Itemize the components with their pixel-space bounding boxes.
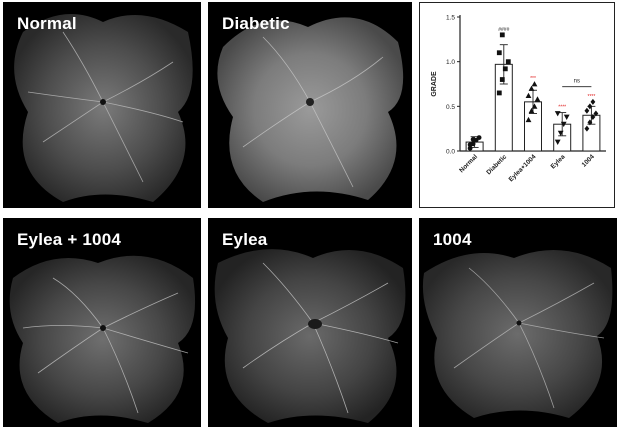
y-tick-label: 0.5 [446,104,455,111]
panel-eylea-1004: Eylea + 1004 [3,218,201,427]
retina-flatmount-image [217,17,404,203]
significance-label: **** [558,105,566,111]
data-point [525,92,532,99]
category-label: 1004 [581,153,596,168]
panel-label: Eylea [222,230,268,249]
y-axis-label: GRADE [431,71,438,97]
category-label: Eylea [550,153,567,170]
panel-normal: Normal [3,2,201,208]
data-point [534,96,541,102]
panel-label: 1004 [433,230,472,249]
panel-eylea: Eylea [208,218,412,427]
comparison-label: ns [574,79,580,85]
data-point [467,142,473,148]
y-tick-label: 1.0 [446,59,455,66]
data-point [531,103,538,109]
panel-label: Diabetic [222,14,290,33]
panel-1004: 1004 [419,218,617,427]
data-point [587,119,593,126]
data-point [499,32,505,38]
y-tick-label: 1.5 [446,15,455,22]
data-point [593,110,599,117]
category-label: Normal [458,153,479,174]
data-point [587,103,593,110]
category-label: Diabetic [485,153,508,176]
data-point [525,116,532,123]
data-point [502,66,508,72]
data-point [496,50,502,56]
data-point [554,139,561,145]
grade-chart: 0.0 0.5 1.0 1.5 GRADE #### *** **** **** ns Normal… [419,2,615,208]
data-point [584,125,590,132]
data-point [528,85,535,91]
data-point [496,90,502,96]
data-point [584,107,590,114]
data-point [476,135,482,141]
data-point [590,114,596,121]
data-point [467,145,473,151]
significance-label: **** [588,94,596,100]
data-point [531,81,538,87]
data-point [563,114,570,120]
significance-label: *** [530,76,536,82]
data-point [505,59,511,65]
data-point [499,77,505,82]
grade-bar-chart: 0.00.51.01.5GRADE####***********nsNormal… [431,15,606,183]
data-point [554,111,561,117]
retina-flatmount-image [214,249,406,423]
category-label: Eylea+1004 [508,153,538,183]
data-point [528,107,535,114]
y-tick-label: 0.0 [446,149,455,156]
retina-flatmount-image [14,14,193,202]
retina-flatmount-image [422,250,613,418]
retina-flatmount-image [9,255,196,423]
significance-label: #### [498,27,509,33]
panel-label: Eylea + 1004 [17,230,122,249]
panel-diabetic: Diabetic [208,2,412,208]
panel-label: Normal [17,14,77,33]
data-point [470,136,476,142]
data-point [590,98,596,105]
data-point [560,121,567,128]
data-point [557,130,564,137]
